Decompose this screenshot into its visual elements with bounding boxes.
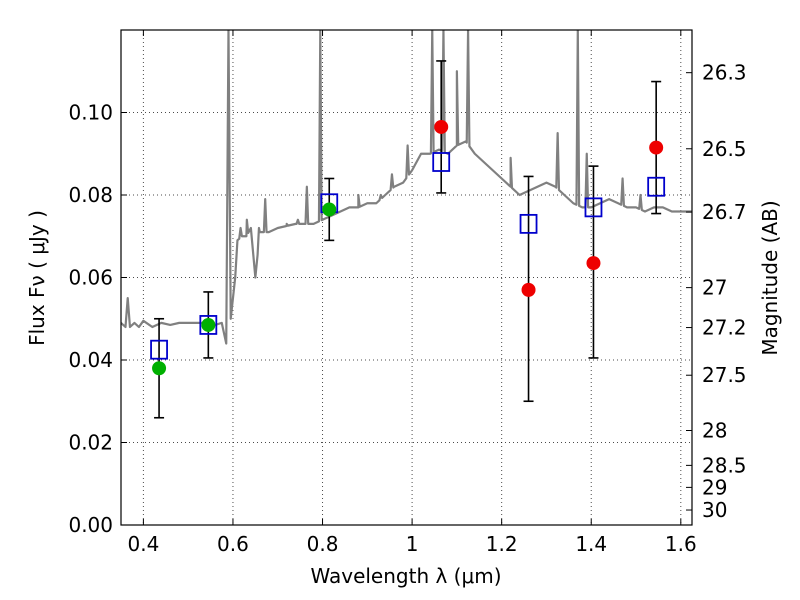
x-tick-label: 1.6 (665, 532, 697, 556)
mag-tick-label: 30 (702, 498, 727, 522)
x-tick-label: 1.4 (575, 532, 607, 556)
red-photometry-point (521, 282, 536, 297)
mag-tick-label: 27.5 (702, 363, 747, 387)
model-square-point (150, 339, 168, 360)
template-spectrum-line (121, 30, 692, 345)
model-square-point (519, 213, 538, 234)
magnitude-axis-label: Magnitude (AB) (758, 200, 782, 355)
x-tick-label: 0.8 (307, 532, 339, 556)
markers (150, 60, 666, 419)
mag-tick-label: 26.5 (702, 137, 747, 161)
mag-tick-label: 26.3 (702, 61, 747, 85)
model-square-point (584, 197, 603, 218)
green-photometry-point (152, 361, 167, 376)
x-axis-label: Wavelength λ (μm) (310, 564, 501, 588)
green-photometry-point (201, 317, 216, 332)
y-tick-label: 0.10 (68, 101, 113, 125)
mag-tick-label: 26.7 (702, 200, 747, 224)
mag-tick-label: 28.5 (702, 453, 747, 477)
plot-background (121, 30, 692, 525)
y-tick-label: 0.00 (68, 513, 113, 537)
mag-tick-label: 28 (702, 418, 727, 442)
model-square-point (199, 315, 218, 335)
mag-tick-label: 29 (702, 475, 727, 499)
y-axis-label: Flux Fν ( μJy ) (25, 210, 49, 346)
y-axis: 0.00 0.02 0.04 0.06 0.08 0.10 (68, 101, 127, 537)
y-tick-label: 0.08 (68, 183, 113, 207)
x-tick-label: 1 (406, 532, 419, 556)
green-photometry-point (322, 202, 337, 217)
red-photometry-point (586, 256, 601, 271)
x-tick-label: 0.4 (127, 532, 159, 556)
mag-tick-label: 27 (702, 276, 727, 300)
plot-area (121, 30, 692, 345)
x-tick-label: 0.6 (217, 532, 249, 556)
model-square-point (647, 176, 666, 197)
y-tick-label: 0.04 (68, 348, 113, 372)
grid (121, 30, 692, 526)
red-photometry-point (649, 140, 664, 155)
red-photometry-point (434, 119, 449, 134)
x-axis: 0.4 0.6 0.8 1 1.2 1.4 1.6 (127, 30, 697, 556)
y-tick-label: 0.06 (68, 266, 113, 290)
y-tick-label: 0.02 (68, 431, 113, 455)
mag-tick-label: 27.2 (702, 316, 747, 340)
x-tick-label: 1.2 (486, 532, 518, 556)
model-square-point (432, 152, 451, 172)
